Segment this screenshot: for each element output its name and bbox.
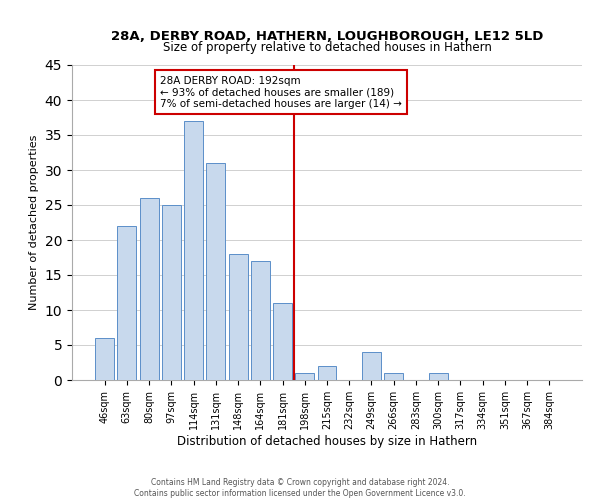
X-axis label: Distribution of detached houses by size in Hathern: Distribution of detached houses by size …	[177, 434, 477, 448]
Bar	[140, 198, 158, 380]
Bar	[229, 254, 248, 380]
Bar	[429, 373, 448, 380]
Bar	[273, 303, 292, 380]
Bar	[206, 163, 225, 380]
Bar	[162, 205, 181, 380]
Bar	[384, 373, 403, 380]
Text: Contains HM Land Registry data © Crown copyright and database right 2024.
Contai: Contains HM Land Registry data © Crown c…	[134, 478, 466, 498]
Bar	[362, 352, 381, 380]
Bar	[95, 338, 114, 380]
Y-axis label: Number of detached properties: Number of detached properties	[29, 135, 39, 310]
Bar	[295, 373, 314, 380]
Bar	[184, 121, 203, 380]
Bar	[118, 226, 136, 380]
Title: 28A, DERBY ROAD, HATHERN, LOUGHBOROUGH, LE12 5LD: 28A, DERBY ROAD, HATHERN, LOUGHBOROUGH, …	[111, 30, 543, 43]
Text: 28A DERBY ROAD: 192sqm
← 93% of detached houses are smaller (189)
7% of semi-det: 28A DERBY ROAD: 192sqm ← 93% of detached…	[160, 76, 402, 108]
Bar	[251, 261, 270, 380]
Bar	[317, 366, 337, 380]
Text: Size of property relative to detached houses in Hathern: Size of property relative to detached ho…	[163, 41, 491, 54]
